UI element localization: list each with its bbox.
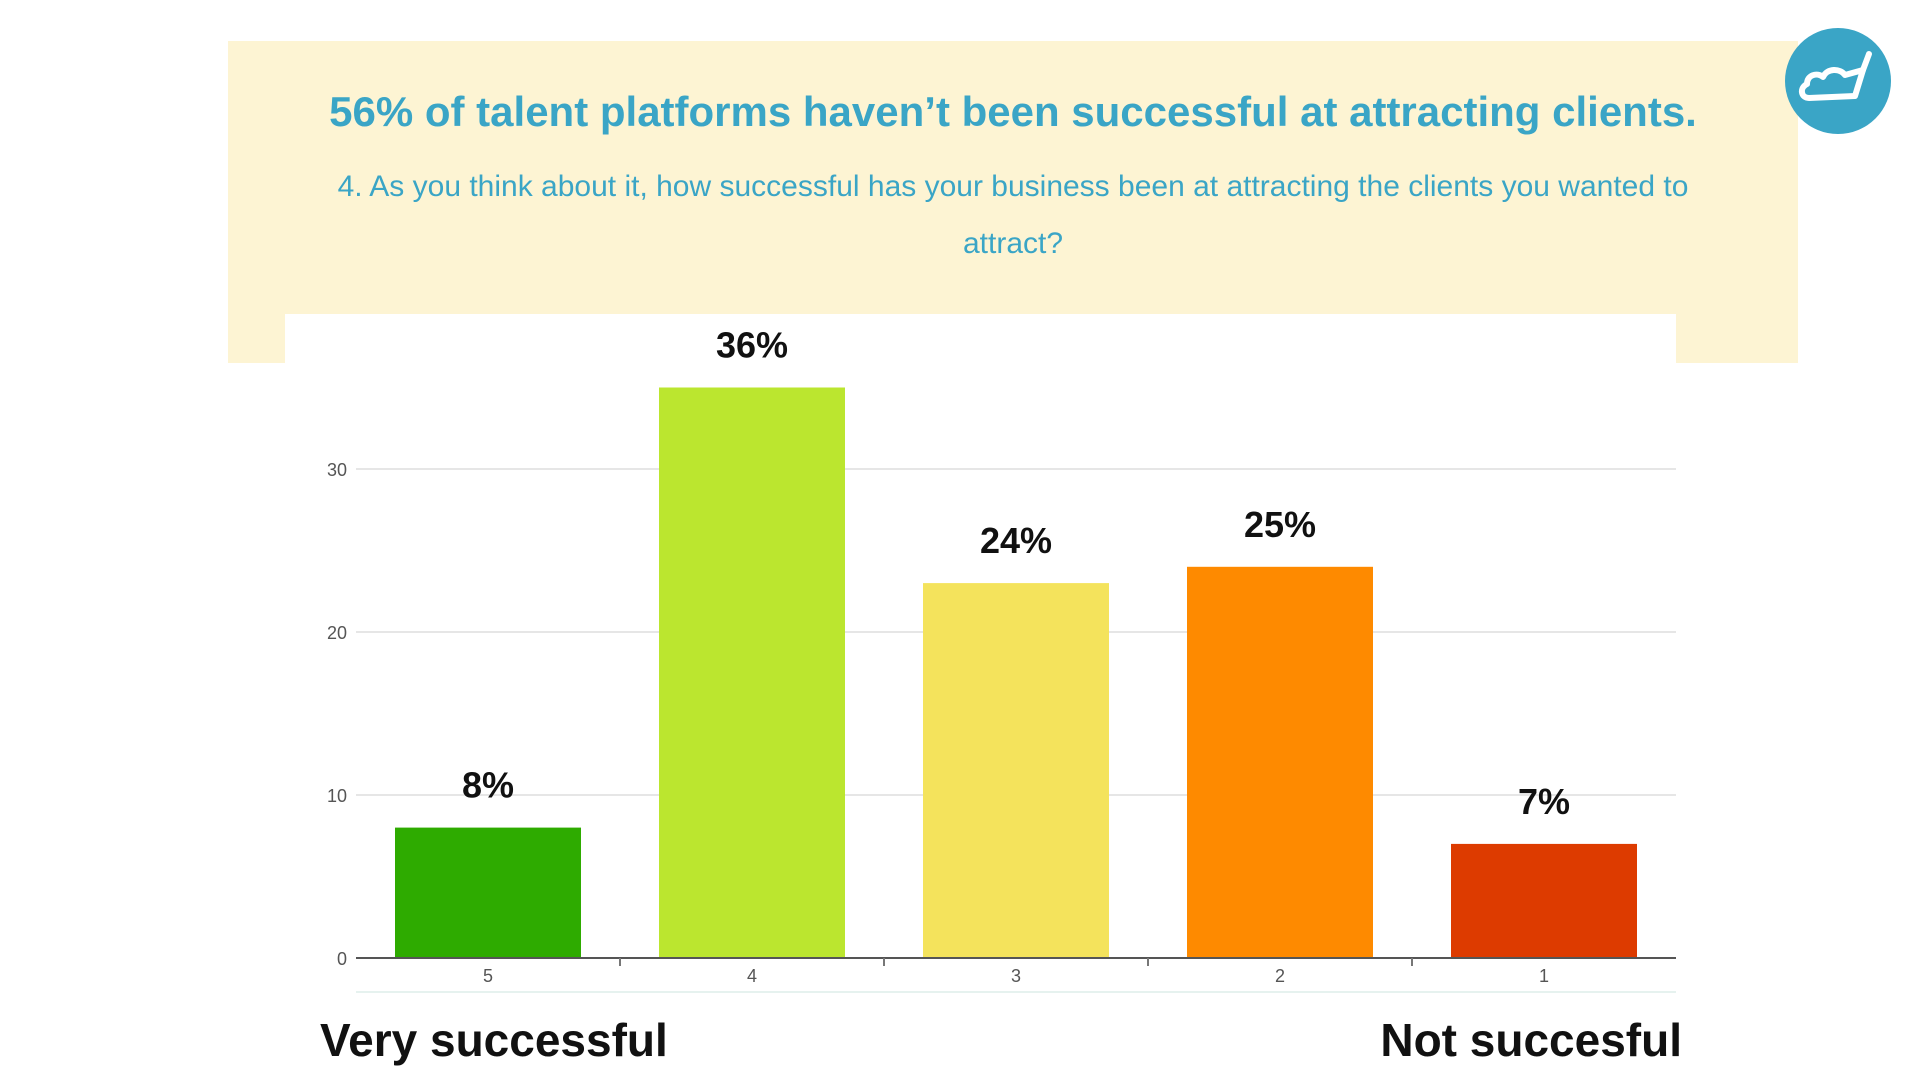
x-tick-label: 5 bbox=[483, 966, 493, 986]
brand-logo bbox=[1785, 28, 1891, 134]
scale-label-right: Not succesful bbox=[1380, 1014, 1682, 1066]
bar-1 bbox=[1451, 843, 1637, 958]
y-tick-label: 20 bbox=[327, 623, 347, 643]
x-tick-label: 2 bbox=[1275, 966, 1285, 986]
x-tick-label: 3 bbox=[1011, 966, 1021, 986]
y-tick-label: 10 bbox=[327, 786, 347, 806]
y-tick-label: 30 bbox=[327, 460, 347, 480]
survey-question: 4. As you think about it, how successful… bbox=[337, 170, 1689, 260]
page-title: 56% of talent platforms haven’t been suc… bbox=[329, 88, 1697, 135]
y-tick-label: 0 bbox=[337, 949, 347, 969]
data-label: 8% bbox=[462, 765, 514, 806]
data-label: 24% bbox=[980, 520, 1052, 561]
header-banner bbox=[228, 41, 1798, 363]
x-tick-label: 4 bbox=[747, 966, 757, 986]
data-label: 25% bbox=[1244, 504, 1316, 545]
bar-4 bbox=[659, 387, 845, 958]
x-tick-label: 1 bbox=[1539, 966, 1549, 986]
bar-3 bbox=[923, 583, 1109, 958]
bar-2 bbox=[1187, 566, 1373, 958]
bar-5 bbox=[395, 827, 581, 958]
data-label: 36% bbox=[716, 325, 788, 366]
scale-label-left: Very successful bbox=[320, 1014, 668, 1066]
data-label: 7% bbox=[1518, 781, 1570, 822]
cloud-cart-icon bbox=[1799, 51, 1872, 101]
